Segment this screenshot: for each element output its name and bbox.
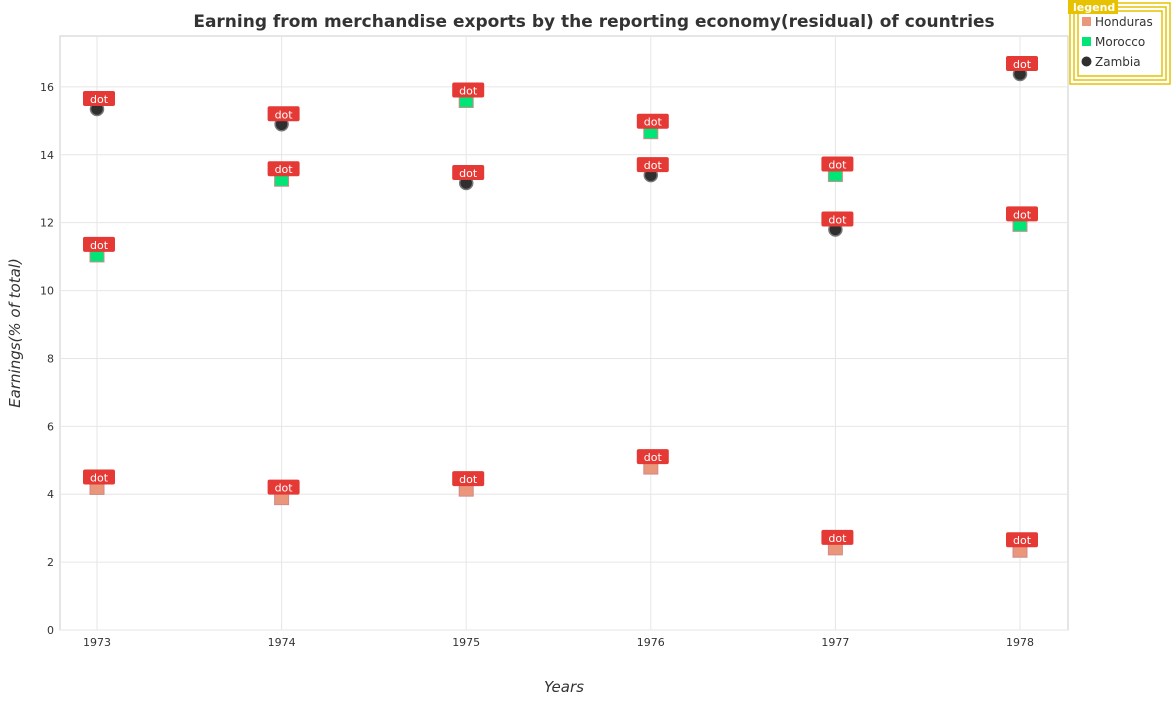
data-label-box — [267, 161, 300, 177]
legend: legend Honduras Morocco Zambia — [1068, 0, 1171, 85]
data-label: dot — [1013, 534, 1032, 547]
data-label-box — [452, 82, 485, 98]
data-label-box — [821, 156, 854, 172]
data-label: dot — [644, 116, 663, 129]
y-tick-label: 12 — [40, 217, 54, 230]
data-label-box — [83, 236, 115, 252]
y-tick-label: 8 — [47, 352, 54, 365]
legend-label-morocco: Morocco — [1095, 35, 1145, 49]
data-label-box — [83, 90, 115, 106]
chart-title: Earning from merchandise exports by the … — [193, 12, 994, 32]
y-tick-label: 6 — [47, 420, 54, 433]
y-tick-label: 16 — [40, 81, 54, 94]
x-axis-label: Years — [544, 678, 584, 696]
legend-swatch-zambia — [1081, 56, 1092, 67]
legend-swatch-morocco — [1082, 37, 1091, 46]
legend-title-box — [1068, 0, 1118, 14]
data-label: dot — [1013, 208, 1032, 221]
data-label: dot — [275, 163, 294, 176]
x-axis-ticks: 1973 1974 1975 1976 1977 1978 — [83, 636, 1034, 649]
legend-label-zambia: Zambia — [1095, 55, 1141, 69]
data-label-box — [636, 449, 669, 465]
data-label: dot — [90, 471, 109, 484]
x-tick-label: 1974 — [268, 636, 296, 649]
x-tick-label: 1978 — [1006, 636, 1034, 649]
data-label-box — [267, 479, 300, 495]
data-label: dot — [828, 213, 847, 226]
data-label-box — [1006, 56, 1038, 72]
data-label-box — [821, 211, 854, 227]
series-morocco: dot dot dot dot dot dot — [83, 82, 1038, 263]
data-label: dot — [644, 159, 663, 172]
data-label-box — [636, 157, 669, 173]
y-tick-label: 10 — [40, 285, 54, 298]
data-label-box — [636, 113, 669, 129]
y-tick-label: 4 — [47, 488, 54, 501]
legend-label-honduras: Honduras — [1095, 15, 1153, 29]
series-zambia: dot dot dot dot dot dot — [83, 56, 1038, 237]
data-label: dot — [90, 93, 109, 106]
y-axis-label: Earnings(% of total) — [6, 258, 24, 408]
x-tick-label: 1975 — [452, 636, 480, 649]
data-label-box — [267, 106, 300, 122]
legend-frame-mid — [1073, 6, 1167, 81]
legend-swatch-honduras — [1082, 17, 1091, 26]
legend-title: legend — [1073, 1, 1115, 14]
data-label: dot — [828, 158, 847, 171]
plot-area — [59, 35, 1069, 631]
data-label: dot — [90, 239, 109, 252]
y-tick-label: 2 — [47, 556, 54, 569]
x-tick-label: 1976 — [637, 636, 665, 649]
y-tick-label: 0 — [47, 624, 54, 637]
data-label: dot — [275, 108, 294, 121]
data-label: dot — [644, 451, 663, 464]
data-label-box — [821, 529, 854, 545]
data-label-box — [452, 164, 485, 180]
y-tick-label: 14 — [40, 149, 54, 162]
legend-frame-inner — [1077, 10, 1163, 77]
data-label: dot — [459, 473, 478, 486]
data-label: dot — [1013, 58, 1032, 71]
data-label: dot — [828, 532, 847, 545]
y-axis-ticks: 0 2 4 6 8 10 12 14 16 — [40, 81, 54, 637]
data-label-box — [452, 471, 485, 487]
data-label: dot — [459, 167, 478, 180]
x-tick-label: 1973 — [83, 636, 111, 649]
data-label-box — [83, 469, 115, 485]
data-label-box — [1006, 532, 1038, 548]
x-tick-label: 1977 — [821, 636, 849, 649]
series-honduras: dot dot dot dot dot dot — [83, 449, 1038, 558]
data-label: dot — [459, 84, 478, 97]
data-label-box — [1006, 206, 1038, 222]
legend-frame-outer — [1069, 2, 1171, 85]
data-label: dot — [275, 482, 294, 495]
